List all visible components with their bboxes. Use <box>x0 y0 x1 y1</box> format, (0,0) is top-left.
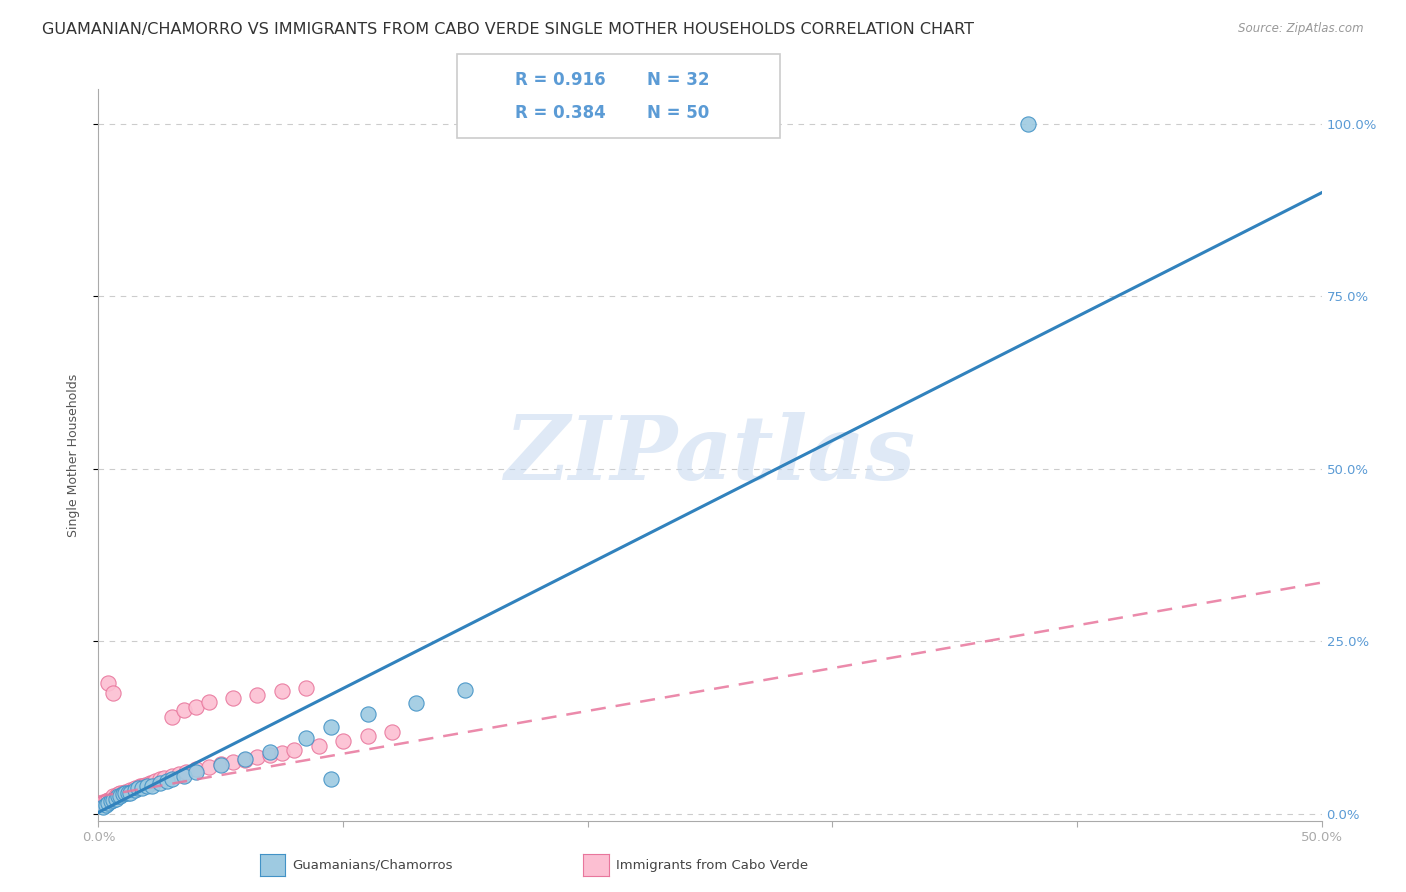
Point <box>101 686 124 700</box>
Point <box>136 778 159 792</box>
Point <box>186 762 208 776</box>
Point <box>160 710 183 724</box>
Point <box>156 773 179 788</box>
Point <box>136 779 159 793</box>
Point <box>100 794 122 808</box>
Point <box>197 695 219 709</box>
Point <box>97 675 120 690</box>
Point <box>117 786 139 800</box>
Point <box>295 681 318 695</box>
Point <box>149 775 172 789</box>
Point <box>454 682 477 697</box>
Text: R = 0.384: R = 0.384 <box>515 104 606 122</box>
Point <box>173 703 195 717</box>
Point <box>209 757 232 772</box>
Point <box>120 782 142 797</box>
Text: R = 0.916: R = 0.916 <box>515 71 605 89</box>
Point <box>319 772 342 787</box>
Point <box>270 684 294 698</box>
Point <box>186 699 208 714</box>
Text: Guamanians/Chamorros: Guamanians/Chamorros <box>292 859 453 871</box>
Text: N = 32: N = 32 <box>647 71 709 89</box>
Point <box>283 743 305 757</box>
Point <box>233 753 256 767</box>
Text: GUAMANIAN/CHAMORRO VS IMMIGRANTS FROM CABO VERDE SINGLE MOTHER HOUSEHOLDS CORREL: GUAMANIAN/CHAMORRO VS IMMIGRANTS FROM CA… <box>42 22 974 37</box>
Point <box>97 797 120 811</box>
Point <box>222 690 245 705</box>
Point <box>270 746 294 760</box>
Point <box>356 730 378 744</box>
Point <box>129 779 152 793</box>
Point <box>114 786 136 800</box>
Point <box>117 785 139 799</box>
Point <box>308 739 330 753</box>
Point <box>131 779 153 793</box>
Point <box>111 788 134 802</box>
Point <box>104 791 127 805</box>
Point <box>114 785 136 799</box>
Point <box>197 760 219 774</box>
Point <box>356 706 378 721</box>
Point <box>186 765 208 780</box>
Point <box>94 798 117 813</box>
Point <box>295 731 318 745</box>
Point <box>111 786 134 800</box>
Point <box>110 789 132 804</box>
Point <box>160 769 183 783</box>
Point <box>139 775 162 789</box>
Text: ZIPatlas: ZIPatlas <box>505 412 915 498</box>
Point <box>124 780 146 795</box>
Point <box>110 786 132 800</box>
Point <box>141 775 163 789</box>
Point <box>405 696 427 710</box>
Point <box>101 789 124 804</box>
Point <box>131 780 153 795</box>
Point <box>332 734 354 748</box>
Point <box>101 793 124 807</box>
Point <box>104 789 127 804</box>
Point <box>233 751 256 765</box>
Point <box>222 755 245 769</box>
Point <box>1017 117 1039 131</box>
Point <box>246 750 269 764</box>
Point <box>167 766 190 780</box>
Point <box>381 725 404 739</box>
Text: N = 50: N = 50 <box>647 104 709 122</box>
Text: Immigrants from Cabo Verde: Immigrants from Cabo Verde <box>616 859 808 871</box>
Point <box>149 772 172 787</box>
Point <box>134 778 156 792</box>
Point <box>107 789 129 804</box>
Point <box>141 779 163 793</box>
Point <box>127 780 149 795</box>
Text: Source: ZipAtlas.com: Source: ZipAtlas.com <box>1239 22 1364 36</box>
Point <box>259 745 281 759</box>
Point <box>91 797 114 811</box>
Point <box>91 800 114 814</box>
Point <box>97 793 120 807</box>
Point <box>153 771 176 785</box>
Point <box>143 773 166 788</box>
Point <box>209 758 232 772</box>
Point <box>127 780 149 795</box>
Point <box>121 782 143 797</box>
Point <box>94 794 117 808</box>
Point <box>120 786 142 800</box>
Point <box>100 791 122 805</box>
Point <box>107 788 129 802</box>
Y-axis label: Single Mother Households: Single Mother Households <box>67 373 80 537</box>
Point <box>160 772 183 787</box>
Point <box>173 769 195 783</box>
Point <box>246 688 269 702</box>
Point <box>124 782 146 797</box>
Point <box>259 748 281 763</box>
Point <box>176 765 198 780</box>
Point <box>319 721 342 735</box>
